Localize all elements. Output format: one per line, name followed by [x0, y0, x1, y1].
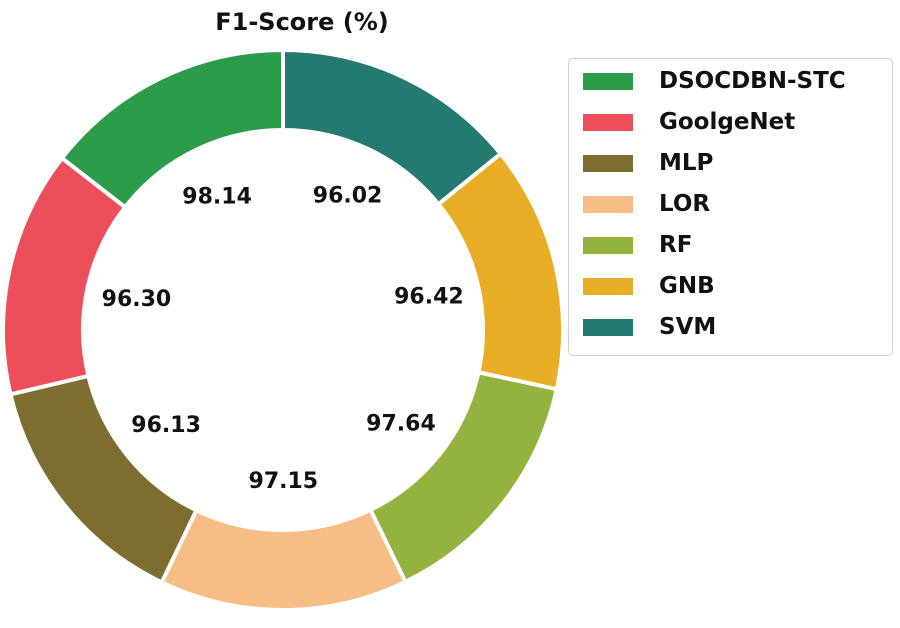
slice-gnb [435, 150, 565, 392]
chart-title: F1-Score (%) [215, 8, 389, 36]
legend-label: GoolgeNet [659, 109, 796, 135]
value-label-lor: 97.15 [249, 469, 319, 494]
legend-item-svm: SVM [583, 314, 716, 340]
value-labels: 96.02 96.42 97.64 97.15 96.13 96.30 98.14 [102, 184, 464, 494]
legend-item-mlp: MLP [583, 150, 713, 176]
legend-swatch [583, 236, 633, 254]
legend-swatch [583, 318, 633, 336]
slice-dsocdbn-stc [59, 47, 285, 211]
value-label-svm: 96.02 [313, 184, 383, 209]
value-label-rf: 97.64 [366, 412, 436, 437]
legend-swatch [583, 154, 633, 172]
legend-item-goolgenet: GoolgeNet [583, 109, 795, 135]
legend-label: GNB [659, 273, 715, 299]
legend: DSOCDBN-STC GoolgeNet MLP LOR RF GNB SVM [568, 58, 893, 356]
legend-label: DSOCDBN-STC [659, 68, 846, 94]
value-label-mlp: 96.13 [131, 413, 201, 438]
legend-item-lor: LOR [583, 191, 710, 217]
value-label-gnb: 96.42 [394, 284, 464, 309]
slice-mlp [8, 373, 200, 586]
donut-slices [1, 47, 565, 612]
legend-swatch [583, 72, 633, 90]
legend-swatch [583, 195, 633, 213]
value-label-goolgenet: 96.30 [102, 287, 172, 312]
legend-item-dsocdbn-stc: DSOCDBN-STC [583, 68, 846, 94]
legend-item-rf: RF [583, 232, 692, 258]
legend-label: SVM [659, 314, 717, 340]
legend-label: RF [659, 232, 693, 258]
value-label-dsocdbn-stc: 98.14 [182, 184, 252, 209]
legend-item-gnb: GNB [583, 273, 715, 299]
legend-swatch [583, 277, 633, 295]
legend-label: MLP [659, 150, 714, 176]
slice-lor [159, 507, 409, 612]
legend-label: LOR [659, 191, 711, 217]
slice-rf [367, 369, 560, 585]
legend-swatch [583, 113, 633, 131]
